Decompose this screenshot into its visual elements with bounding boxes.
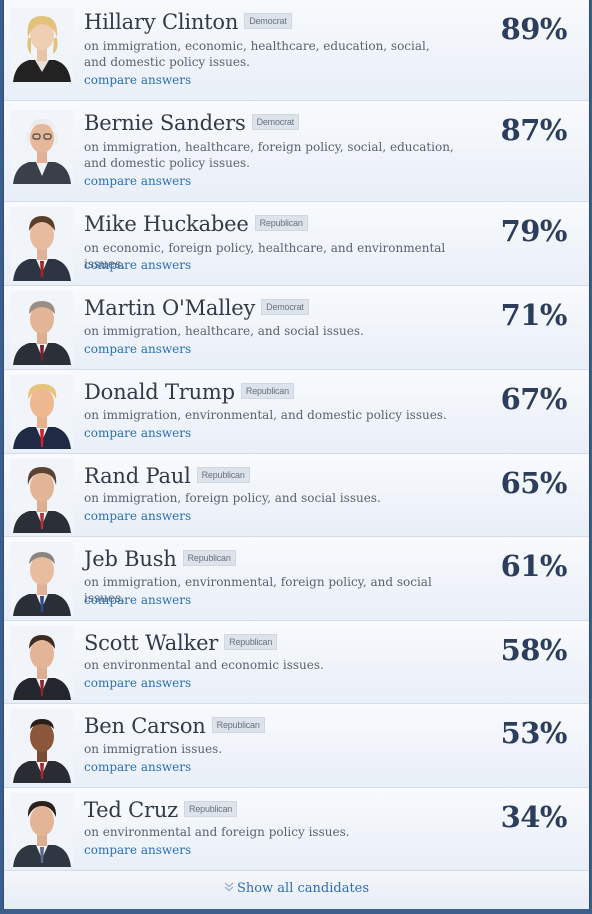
- candidate-row: Rand Paul Republican on immigration, fore…: [4, 454, 589, 537]
- candidate-issues: on environmental and economic issues.: [84, 658, 324, 672]
- match-percent: 53%: [500, 716, 568, 750]
- candidate-photo: [11, 291, 73, 365]
- compare-answers-link[interactable]: compare answers: [84, 342, 192, 356]
- match-percent: 65%: [500, 466, 568, 500]
- compare-answers-link[interactable]: compare answers: [84, 509, 192, 523]
- candidate-name-text: Scott Walker: [84, 631, 219, 655]
- party-badge: Republican: [211, 717, 265, 733]
- compare-answers-link[interactable]: compare answers: [84, 593, 192, 607]
- compare-answers-link[interactable]: compare answers: [84, 73, 192, 87]
- compare-answers-link[interactable]: compare answers: [84, 174, 192, 188]
- candidate-photo: [11, 459, 73, 533]
- party-badge: Republican: [182, 550, 236, 566]
- candidate-issues: on immigration, environmental, and domes…: [84, 408, 447, 422]
- candidate-issues: on immigration issues.: [84, 742, 223, 756]
- compare-answers-link[interactable]: compare answers: [84, 426, 192, 440]
- candidate-name-text: Bernie Sanders: [84, 111, 246, 135]
- candidate-row: Bernie Sanders Democrat on immigration, h…: [4, 101, 589, 202]
- double-chevron-down-icon: [224, 881, 234, 896]
- candidate-name-text: Mike Huckabee: [84, 212, 249, 236]
- compare-answers-link[interactable]: compare answers: [84, 676, 192, 690]
- candidate-row: Martin O'Malley Democrat on immigration, …: [4, 286, 589, 370]
- party-badge: Republican: [254, 215, 308, 231]
- candidate-issues: on immigration, economic, healthcare, ed…: [84, 39, 430, 69]
- candidate-name-text: Hillary Clinton: [84, 10, 239, 34]
- match-percent: 79%: [500, 214, 568, 248]
- candidate-name: Donald Trump Republican: [84, 380, 294, 404]
- show-all-footer: Show all candidates: [4, 871, 589, 909]
- compare-answers-link[interactable]: compare answers: [84, 843, 192, 857]
- candidate-photo: [11, 626, 73, 700]
- party-badge: Republican: [196, 467, 250, 483]
- party-badge: Republican: [224, 634, 278, 650]
- candidate-issues: on environmental and foreign policy issu…: [84, 825, 350, 839]
- candidate-row: Ben Carson Republican on immigration issu…: [4, 704, 589, 788]
- candidate-photo: [11, 110, 73, 184]
- candidate-name: Jeb Bush Republican: [84, 547, 236, 571]
- candidate-name: Ben Carson Republican: [84, 714, 265, 738]
- candidate-name-text: Rand Paul: [84, 464, 191, 488]
- compare-answers-link[interactable]: compare answers: [84, 258, 192, 272]
- candidate-name: Bernie Sanders Democrat: [84, 111, 299, 135]
- candidate-photo: [11, 207, 73, 281]
- match-percent: 34%: [500, 800, 568, 834]
- candidate-photo: [11, 375, 73, 449]
- candidate-row: Scott Walker Republican on environmental …: [4, 621, 589, 704]
- candidate-photo: [11, 793, 73, 867]
- candidate-issues: on immigration, healthcare, and social i…: [84, 324, 364, 338]
- candidate-name-text: Jeb Bush: [84, 547, 177, 571]
- candidate-name: Rand Paul Republican: [84, 464, 250, 488]
- candidate-name-text: Ted Cruz: [84, 798, 179, 822]
- candidate-name: Scott Walker Republican: [84, 631, 278, 655]
- party-badge: Republican: [240, 383, 294, 399]
- party-badge: Democrat: [244, 13, 292, 29]
- candidate-row: Hillary Clinton Democrat on immigration, …: [4, 0, 589, 101]
- candidate-photo: [11, 542, 73, 616]
- candidate-name: Hillary Clinton Democrat: [84, 10, 292, 34]
- candidate-match-list: Hillary Clinton Democrat on immigration, …: [3, 0, 590, 909]
- candidate-row: Jeb Bush Republican on immigration, envir…: [4, 537, 589, 621]
- compare-answers-link[interactable]: compare answers: [84, 760, 192, 774]
- candidate-issues: on immigration, environmental, foreign p…: [84, 575, 432, 605]
- party-badge: Democrat: [261, 299, 309, 315]
- party-badge: Democrat: [251, 114, 299, 130]
- match-percent: 61%: [500, 549, 568, 583]
- candidate-row: Mike Huckabee Republican on economic, for…: [4, 202, 589, 286]
- match-percent: 87%: [500, 113, 568, 147]
- match-percent: 89%: [500, 12, 568, 46]
- party-badge: Republican: [184, 801, 238, 817]
- candidate-name: Ted Cruz Republican: [84, 798, 238, 822]
- candidate-name-text: Ben Carson: [84, 714, 206, 738]
- candidate-name: Martin O'Malley Democrat: [84, 296, 309, 320]
- candidate-name-text: Donald Trump: [84, 380, 235, 404]
- candidate-issues: on immigration, healthcare, foreign poli…: [84, 140, 454, 170]
- candidate-issues: on immigration, foreign policy, and soci…: [84, 491, 381, 505]
- candidate-name-text: Martin O'Malley: [84, 296, 256, 320]
- candidate-row: Donald Trump Republican on immigration, e…: [4, 370, 589, 454]
- candidate-name: Mike Huckabee Republican: [84, 212, 308, 236]
- candidate-row: Ted Cruz Republican on environmental and …: [4, 788, 589, 871]
- candidate-issues: on economic, foreign policy, healthcare,…: [84, 241, 446, 271]
- match-percent: 67%: [500, 382, 568, 416]
- match-percent: 58%: [500, 633, 568, 667]
- candidate-photo: [11, 8, 73, 82]
- match-percent: 71%: [500, 298, 568, 332]
- show-all-candidates-link[interactable]: Show all candidates: [224, 881, 369, 896]
- show-all-label: Show all candidates: [236, 881, 370, 896]
- candidate-photo: [11, 709, 73, 783]
